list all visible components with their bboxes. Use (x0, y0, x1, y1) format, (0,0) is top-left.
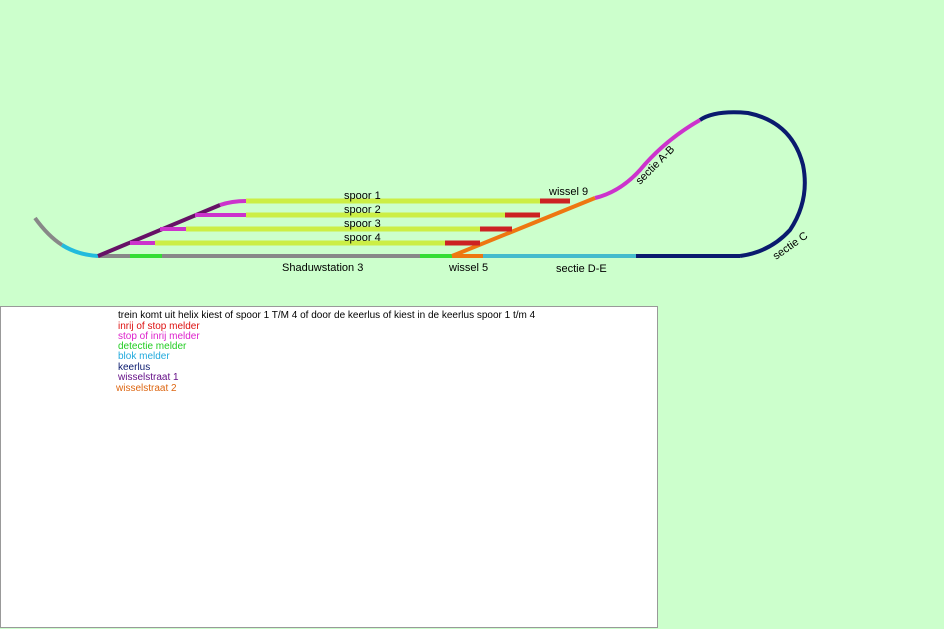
wissel-label: wissel 5 (448, 262, 488, 274)
spoor-group (155, 198, 570, 246)
legend: trein komt uit helix kiest of spoor 1 T/… (0, 306, 658, 628)
legend-item: blok melder (118, 351, 170, 362)
track (33, 216, 64, 247)
section-label: sectie A-B (634, 144, 678, 188)
spoor-label: spoor 3 (344, 218, 381, 230)
section-label: sectie D-E (556, 263, 607, 275)
legend-intro: trein komt uit helix kiest of spoor 1 T/… (118, 310, 536, 321)
legend-item: stop of inrij melder (118, 331, 200, 342)
legend-item: wisselstraat 2 (116, 383, 177, 394)
wissel-label: wissel 9 (548, 186, 588, 198)
track (60, 243, 99, 258)
station-label: Shaduwstation 3 (282, 262, 363, 274)
legend-item: keerlus (118, 362, 151, 373)
legend-item: inrij of stop melder (118, 321, 200, 332)
legend-item: wisselstraat 1 (118, 372, 179, 383)
spoor-label: spoor 1 (344, 190, 381, 202)
spoor-label: spoor 4 (344, 232, 381, 244)
section-label: sectie C (771, 230, 810, 263)
spoor-label: spoor 2 (344, 204, 381, 216)
track (594, 118, 701, 200)
track (451, 196, 596, 258)
legend-item: detectie melder (118, 341, 187, 352)
track (698, 110, 807, 258)
track-plan: spoor 1 spoor 2 spoor 3 spoor 4 wissel 9… (33, 110, 810, 275)
track (219, 199, 247, 207)
